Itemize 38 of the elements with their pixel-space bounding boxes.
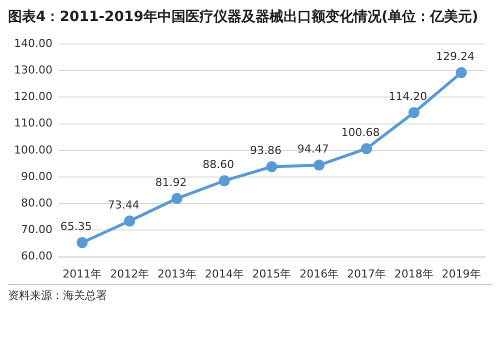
point	[456, 67, 467, 78]
data-label: 65.35	[60, 220, 92, 233]
point	[314, 160, 325, 171]
point	[76, 237, 88, 248]
x-tick-label: 2011年	[62, 267, 102, 280]
x-tick-label: 2013年	[157, 267, 196, 280]
x-tick-label: 2015年	[252, 267, 292, 280]
text: 资料来源：海关总署	[8, 288, 108, 303]
point	[266, 161, 278, 172]
y-tick-label: 100.00	[14, 143, 52, 156]
y-tick-label: 60.00	[20, 250, 52, 263]
chart-title: 图表4：2011-2019年中国医疗仪器及器械出口额变化情况(单位：亿美元)	[8, 8, 480, 26]
data-label: 88.60	[202, 158, 234, 172]
y-tick-label: 140.00	[14, 36, 52, 50]
y-tick-label: 80.00	[20, 196, 52, 210]
x-tick-label: 2017年	[347, 267, 386, 280]
point	[171, 192, 182, 204]
y-tick-label: 90.00	[20, 170, 52, 183]
x-tick-label: 2018年	[394, 267, 434, 280]
data-label: 129.24	[436, 50, 475, 63]
y-tick-label: 70.00	[20, 223, 52, 236]
point	[124, 216, 136, 227]
data-label: 93.86	[250, 144, 282, 158]
point	[218, 175, 230, 186]
y-tick-label: 130.00	[14, 63, 52, 76]
point	[408, 107, 420, 118]
point	[361, 143, 372, 154]
y-tick-label: 120.00	[14, 90, 52, 104]
x-tick-label: 2014年	[204, 267, 244, 280]
x-tick-label: 2019年	[442, 267, 481, 280]
x-tick-label: 2016年	[300, 267, 339, 280]
data-label: 100.68	[341, 126, 380, 139]
data-label: 94.47	[297, 142, 329, 156]
x-tick-label: 2012年	[110, 267, 150, 280]
y-tick-label: 110.00	[14, 116, 52, 130]
data-label: 81.92	[155, 176, 187, 189]
data-label: 73.44	[108, 198, 140, 212]
data-label: 114.20	[388, 90, 428, 103]
